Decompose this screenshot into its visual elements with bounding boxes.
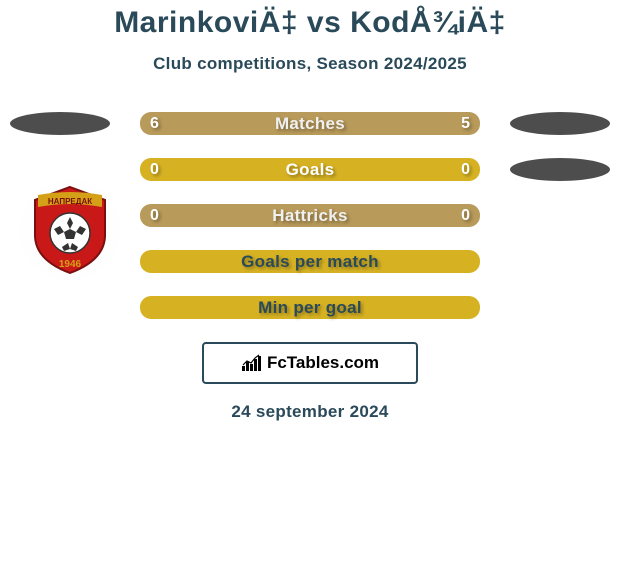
bar-chart-icon [241, 354, 263, 372]
stat-right-value: 5 [461, 115, 470, 133]
right-pill [510, 112, 610, 135]
stat-bar: Min per goal [140, 296, 480, 319]
site-name: FcTables.com [267, 353, 379, 373]
page-subtitle: Club competitions, Season 2024/2025 [0, 54, 620, 74]
stat-bar: Goals per match [140, 250, 480, 273]
stat-row: Min per goal [0, 296, 620, 319]
stat-rows: 6 Matches 5 0 Goals 0 0 Hattricks 0 Goals per mat… [0, 112, 620, 319]
stat-label: Hattricks [272, 206, 347, 226]
stat-label: Min per goal [258, 298, 362, 318]
stat-label: Matches [275, 114, 345, 134]
stat-right-value: 0 [461, 161, 470, 179]
stat-bar: 6 Matches 5 [140, 112, 480, 135]
stat-left-value: 6 [150, 115, 159, 133]
stat-right-value: 0 [461, 207, 470, 225]
stat-label: Goals [286, 160, 335, 180]
page-title: MarinkoviÄ‡ vs KodÅ¾iÄ‡ [0, 0, 620, 40]
stat-left-value: 0 [150, 207, 159, 225]
stat-left-value: 0 [150, 161, 159, 179]
date-label: 24 september 2024 [0, 402, 620, 422]
stat-label: Goals per match [241, 252, 379, 272]
right-pill [510, 158, 610, 181]
stat-row: 0 Hattricks 0 [0, 204, 620, 227]
left-pill [10, 112, 110, 135]
stat-row: Goals per match [0, 250, 620, 273]
stat-row: 0 Goals 0 [0, 158, 620, 181]
stat-bar: 0 Goals 0 [140, 158, 480, 181]
stat-row: 6 Matches 5 [0, 112, 620, 135]
site-logo-box: FcTables.com [202, 342, 418, 384]
stat-bar: 0 Hattricks 0 [140, 204, 480, 227]
